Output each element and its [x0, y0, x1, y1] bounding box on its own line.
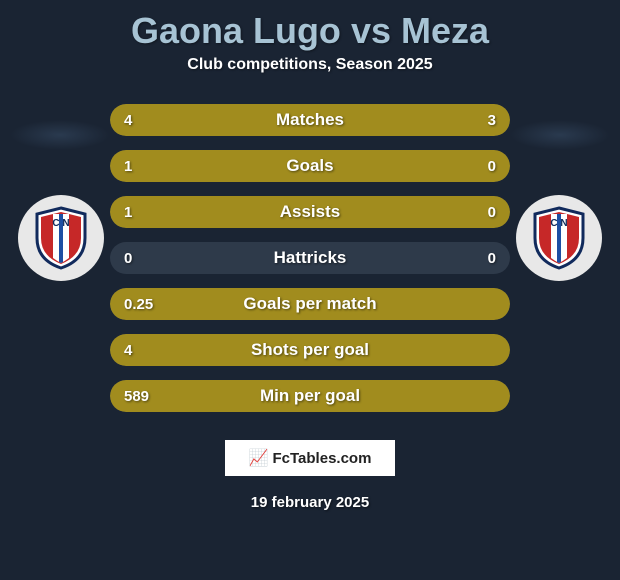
player1-name: Gaona Lugo	[131, 10, 341, 51]
player2-portrait-placeholder	[510, 120, 610, 150]
subtitle: Club competitions, Season 2025	[0, 56, 620, 74]
stat-row: 43Matches	[110, 104, 510, 136]
stat-label: Shots per goal	[110, 340, 510, 360]
stat-label: Min per goal	[110, 386, 510, 406]
stat-row: 10Goals	[110, 150, 510, 182]
logo-text: FcTables.com	[273, 450, 372, 467]
player1-club-crest: C N	[18, 195, 104, 281]
player1-portrait-placeholder	[10, 120, 110, 150]
stat-row: 10Assists	[110, 196, 510, 228]
svg-text:C N: C N	[550, 218, 567, 229]
stat-label: Goals per match	[110, 294, 510, 314]
stats-bars: 43Matches 10Goals 10Assists 00Hattricks 0.25…	[110, 104, 510, 412]
stat-row: 0.25Goals per match	[110, 288, 510, 320]
comparison-title: Gaona Lugo vs Meza	[0, 0, 620, 56]
fctables-logo: 📈 FcTables.com	[225, 440, 395, 476]
stat-label: Assists	[110, 202, 510, 222]
stat-label: Hattricks	[110, 248, 510, 268]
footer-date: 19 february 2025	[0, 494, 620, 511]
stat-row: 589Min per goal	[110, 380, 510, 412]
stat-row: 4Shots per goal	[110, 334, 510, 366]
shield-icon: C N	[33, 206, 89, 270]
stat-label: Goals	[110, 156, 510, 176]
vs-label: vs	[351, 10, 391, 51]
svg-text:C N: C N	[52, 218, 69, 229]
shield-icon: C N	[531, 206, 587, 270]
chart-icon: 📈	[249, 448, 269, 468]
stat-row: 00Hattricks	[110, 242, 510, 274]
player2-name: Meza	[401, 10, 489, 51]
stat-label: Matches	[110, 110, 510, 130]
player2-club-crest: C N	[516, 195, 602, 281]
